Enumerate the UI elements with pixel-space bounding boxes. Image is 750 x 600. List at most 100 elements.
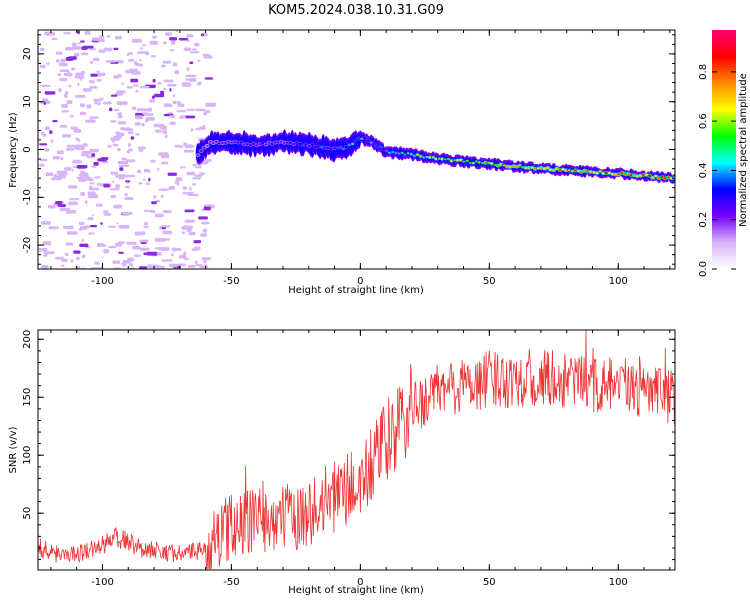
spectrogram-noise-blob — [117, 114, 123, 119]
spectrogram-noise-blob — [169, 37, 178, 41]
spectrogram-noise-blob — [55, 201, 63, 205]
spectrogram-noise-blob — [167, 172, 177, 176]
spectrogram-noise-blob — [131, 106, 137, 110]
spectrogram-noise-blob — [90, 73, 98, 77]
spectrogram-noise-blob — [139, 247, 150, 251]
spectrogram-noise-blob — [75, 94, 86, 98]
spectrogram-noise-blob — [49, 130, 53, 134]
snr-y-label: SNR (v/v) — [8, 426, 19, 473]
spectrogram-noise-blob — [112, 143, 119, 147]
spectrogram-noise-blob — [97, 38, 105, 43]
spectrogram-noise-blob — [135, 89, 139, 93]
spectrogram-noise-blob — [48, 226, 59, 230]
spectrogram-noise-blob — [121, 262, 127, 267]
colorbar-label: Normalized spectral amplitude — [738, 73, 749, 227]
spectrogram-noise-blob — [107, 144, 112, 148]
spectrogram-noise-blob — [82, 177, 92, 181]
spectrogram-noise-blob — [125, 180, 131, 183]
spectrogram-noise-blob — [62, 134, 72, 138]
spectrogram-noise-blob — [192, 183, 196, 186]
spectrogram-noise-blob — [65, 252, 69, 256]
spectrogram-noise-blob — [160, 247, 170, 251]
spectrogram-noise-blob — [52, 120, 58, 123]
spectrogram-noise-blob — [127, 143, 132, 147]
tick-label: -100 — [91, 276, 114, 287]
spectrogram-noise-blob — [72, 46, 81, 50]
spectrogram-noise-blob — [163, 87, 167, 90]
spectrogram-noise-blob — [186, 67, 190, 71]
spectrogram-noise-blob — [73, 250, 81, 254]
spectrogram-noise-blob — [79, 111, 86, 116]
spectrogram-noise-blob — [115, 242, 123, 247]
spectrogram-noise-blob — [204, 77, 214, 80]
spectrogram-noise-blob — [195, 166, 202, 169]
spectrogram-noise-blob — [90, 60, 93, 65]
tick-label: -50 — [223, 577, 239, 588]
spectrogram-noise-blob — [189, 61, 194, 64]
spectrogram-noise-blob — [155, 129, 162, 133]
spectrogram-noise-blob — [73, 128, 82, 133]
spectrogram-noise-blob — [119, 167, 124, 171]
spectrogram-noise-blob — [72, 159, 81, 164]
spectrogram-noise-blob — [179, 166, 186, 169]
spectrogram-noise-blob — [113, 135, 122, 140]
spectrogram-noise-blob — [145, 182, 150, 185]
spectrogram-noise-blob — [199, 172, 205, 176]
spectrogram-noise-blob — [71, 169, 74, 172]
spectrogram-noise-blob — [133, 84, 139, 87]
spectrogram-noise-blob — [61, 258, 68, 262]
spectrogram-noise-blob — [65, 57, 74, 61]
spectrogram-noise-blob — [109, 107, 113, 112]
tick-label: 100 — [609, 276, 628, 287]
spectrogram-noise-blob — [118, 224, 130, 229]
spectrogram-noise-blob — [139, 59, 142, 62]
spectrogram-noise-blob — [197, 81, 202, 86]
spectrogram-noise-blob — [89, 80, 95, 84]
spectrogram-noise-blob — [149, 40, 158, 45]
spectrogram-noise-blob — [131, 71, 141, 75]
spectrogram-noise-blob — [87, 217, 94, 221]
tick-label: 100 — [609, 577, 628, 588]
spectrogram-noise-blob — [75, 137, 79, 141]
spectrogram-noise-blob — [44, 31, 56, 36]
tick-label: 10 — [22, 95, 33, 108]
spectrogram-noise-blob — [76, 75, 85, 79]
spectrogram-noise-blob — [80, 153, 89, 157]
tick-label: 0.6 — [698, 113, 709, 129]
spectrogram-noise-blob — [129, 263, 134, 267]
spectrogram-noise-blob — [203, 228, 208, 233]
spectrogram-noise-blob — [90, 165, 97, 168]
tick-label: 0.2 — [698, 212, 709, 228]
spectrogram-noise-blob — [152, 78, 156, 83]
spectrogram-noise-blob — [114, 36, 122, 40]
spectrogram-noise-blob — [158, 152, 169, 156]
spectrogram-noise-blob — [75, 265, 81, 269]
spectrogram-noise-blob — [102, 101, 112, 105]
spectrogram-noise-blob — [135, 133, 140, 136]
spectrogram-noise-blob — [162, 130, 168, 134]
spectrogram-noise-blob — [89, 182, 95, 185]
spectrogram-noise-blob — [159, 225, 162, 230]
tick-label: -10 — [22, 189, 33, 205]
spectrogram-noise-blob — [74, 75, 78, 79]
spectrogram-noise-blob — [187, 193, 199, 196]
spectrogram-noise-blob — [81, 151, 92, 155]
spectrogram-noise-blob — [197, 59, 201, 62]
spectrogram-noise-blob — [126, 181, 129, 185]
spectrogram-noise-blob — [198, 216, 208, 220]
spectrogram-noise-blob — [68, 201, 78, 206]
spectrogram-y-label: Frequency (Hz) — [8, 112, 19, 188]
spectrogram-noise-blob — [172, 62, 178, 67]
spectrogram-noise-blob — [45, 126, 50, 131]
tick-label: 100 — [22, 446, 33, 465]
spectrogram-noise-blob — [169, 115, 176, 118]
spectrogram-noise-blob — [170, 40, 176, 45]
spectrogram-image — [38, 30, 675, 269]
spectrogram-noise-blob — [186, 228, 192, 232]
spectrogram-noise-blob — [103, 210, 109, 214]
spectrogram-noise-blob — [121, 157, 127, 161]
spectrogram-noise-blob — [164, 134, 168, 138]
spectrogram-noise-blob — [68, 185, 77, 189]
snr-x-ticks: -100 -50 0 50 100 — [50, 330, 671, 588]
spectrogram-noise-blob — [70, 259, 74, 263]
